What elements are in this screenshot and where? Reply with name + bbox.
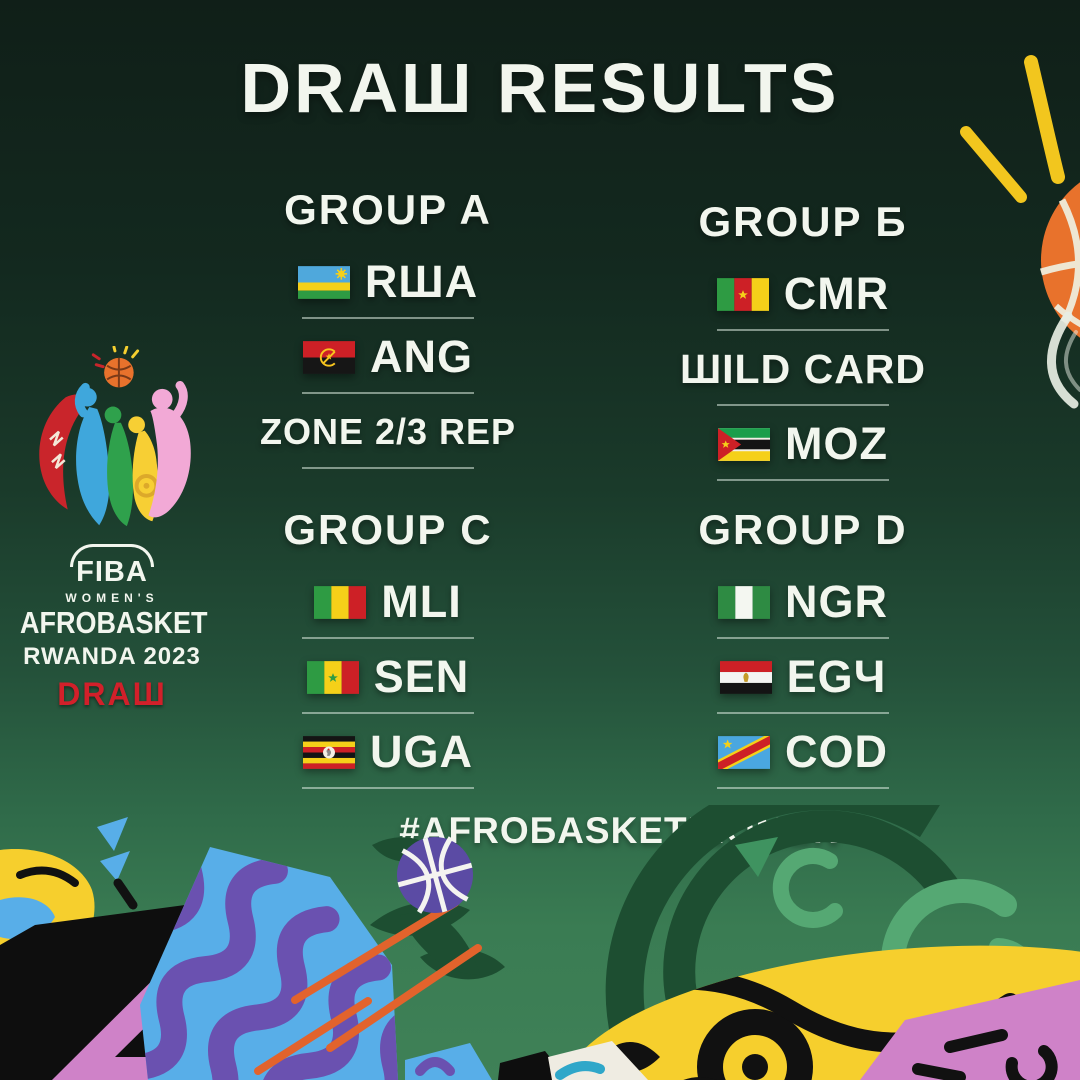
group-a-title: GROUP A xyxy=(284,186,492,233)
mali-flag-icon xyxy=(314,585,367,619)
divider xyxy=(302,392,474,394)
logo-fiba: FIBA xyxy=(76,556,148,588)
team-code: COD xyxy=(785,726,888,777)
team-entry: MLI xyxy=(218,576,558,639)
group-b-title: GROUP Б xyxy=(698,198,908,245)
team-code: UGA xyxy=(370,726,473,777)
egypt-flag-icon xyxy=(719,660,772,694)
divider xyxy=(717,712,889,714)
team-entry: SEN xyxy=(218,651,558,714)
team-entry: ANG xyxy=(218,331,558,394)
team-entry: ШILD CARD xyxy=(633,343,973,406)
divider xyxy=(717,637,889,639)
team-code: MLI xyxy=(381,576,462,627)
group-d: GROUP D NGR EGЧ xyxy=(633,506,973,801)
team-code: ШILD CARD xyxy=(679,345,927,392)
team-code: ANG xyxy=(370,331,473,382)
group-c-title: GROUP C xyxy=(283,506,493,553)
divider xyxy=(717,479,889,481)
logo-afrobasket: AFROBASKET xyxy=(20,606,208,640)
team-code: EGЧ xyxy=(786,651,887,702)
purple-basketball-icon xyxy=(397,836,473,914)
group-b: GROUP Б CMR ШILD CARD xyxy=(633,198,973,493)
divider xyxy=(717,404,889,406)
team-code: SEN xyxy=(373,651,470,702)
group-a: GROUP A RШA ANG xyxy=(218,186,558,481)
angola-flag-icon xyxy=(303,340,355,374)
basketball-with-rays-icon xyxy=(960,55,1080,409)
divider xyxy=(302,317,474,319)
divider xyxy=(717,329,889,331)
page-title: DRAШ RESULTS xyxy=(240,49,840,127)
team-entry: UGA xyxy=(218,726,558,789)
african-pattern-collage xyxy=(0,805,1080,1080)
team-code: NGR xyxy=(785,576,888,627)
logo-basketball-icon xyxy=(104,357,134,388)
team-entry: ZONE 2/3 REP xyxy=(218,406,558,469)
team-entry: RШA xyxy=(218,256,558,319)
logo-edition: RWANDA 2023 xyxy=(23,643,201,670)
uganda-flag-icon xyxy=(303,735,355,769)
group-c: GROUP C MLI SEN xyxy=(218,506,558,801)
cameroon-flag-icon xyxy=(716,277,769,311)
logo-womens: WOMEN'S xyxy=(65,591,159,605)
divider xyxy=(302,787,474,789)
logo-draw: DRAШ xyxy=(57,676,167,712)
team-entry: EGЧ xyxy=(633,651,973,714)
dr-congo-flag-icon xyxy=(718,735,770,769)
divider xyxy=(302,467,474,469)
nigeria-flag-icon xyxy=(718,585,770,619)
team-entry: COD xyxy=(633,726,973,789)
divider xyxy=(302,637,474,639)
tournament-logo: FIBA WOMEN'S AFROBASKET RWANDA 2023 DRAШ xyxy=(20,346,208,712)
team-code: ZONE 2/3 REP xyxy=(259,411,517,452)
group-d-title: GROUP D xyxy=(698,506,908,553)
mozambique-flag-icon xyxy=(718,427,770,461)
team-entry: CMR xyxy=(633,268,973,331)
team-entry: MOZ xyxy=(633,418,973,481)
team-entry: NGR xyxy=(633,576,973,639)
team-code: RШA xyxy=(364,256,479,307)
team-code: CMR xyxy=(783,268,890,319)
afrobasket-emblem-icon xyxy=(39,346,191,527)
divider xyxy=(302,712,474,714)
rwanda-flag-icon xyxy=(297,265,350,299)
divider xyxy=(717,787,889,789)
senegal-flag-icon xyxy=(306,660,359,694)
team-code: MOZ xyxy=(785,418,888,469)
